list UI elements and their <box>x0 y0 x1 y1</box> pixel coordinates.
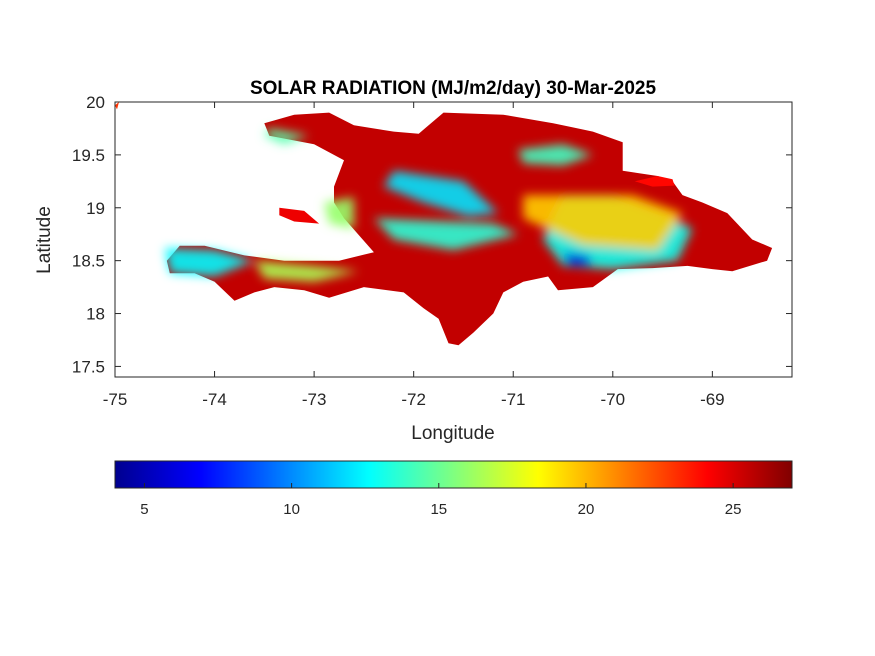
colorbar <box>114 460 793 489</box>
colorbar-tick-label: 15 <box>430 501 447 518</box>
x-tick-label: -73 <box>302 390 327 409</box>
y-tick-label: 20 <box>86 93 105 112</box>
colorbar-tick-label: 10 <box>283 501 300 518</box>
land-region-3 <box>115 102 119 110</box>
radiation-patch-layer <box>164 128 693 282</box>
chart-title: SOLAR RADIATION (MJ/m2/day) 30-Mar-2025 <box>250 78 657 99</box>
radiation-patch-12 <box>518 144 593 166</box>
y-axis: 17.5 18 18.5 19 19.5 20 <box>72 93 792 376</box>
y-tick-label: 18.5 <box>72 252 105 271</box>
land-region-1 <box>279 207 320 224</box>
colorbar-tick-label: 5 <box>140 501 148 518</box>
x-axis-label: Longitude <box>411 423 494 444</box>
plot-frame <box>114 101 793 378</box>
colorbar-tick-label: 20 <box>578 501 595 518</box>
y-tick-label: 19.5 <box>72 146 105 165</box>
radiation-patch-8 <box>373 218 519 251</box>
x-axis: -75 -74 -73 -72 -71 -70 -69 <box>103 102 725 409</box>
radiation-patch-13 <box>523 195 683 251</box>
y-tick-label: 19 <box>86 199 105 218</box>
y-tick-label: 17.5 <box>72 357 105 376</box>
colorbar-ticks: 5 10 15 20 25 <box>140 483 741 518</box>
land-region-2 <box>634 176 675 187</box>
y-axis-label: Latitude <box>34 206 55 274</box>
radiation-patch-7 <box>324 197 354 229</box>
colorbar-tick-label: 25 <box>725 501 742 518</box>
x-tick-label: -71 <box>501 390 526 409</box>
x-tick-label: -72 <box>401 390 426 409</box>
radiation-patch-6 <box>383 170 499 217</box>
y-tick-label: 18 <box>86 305 105 324</box>
x-tick-label: -70 <box>601 390 626 409</box>
radiation-patch-9 <box>164 248 255 277</box>
x-tick-label: -74 <box>202 390 227 409</box>
x-tick-label: -69 <box>700 390 725 409</box>
radiation-patch-5 <box>563 252 593 266</box>
radiation-patch-11 <box>264 128 310 145</box>
x-tick-label: -75 <box>103 390 128 409</box>
radiation-patch-10 <box>254 260 359 282</box>
